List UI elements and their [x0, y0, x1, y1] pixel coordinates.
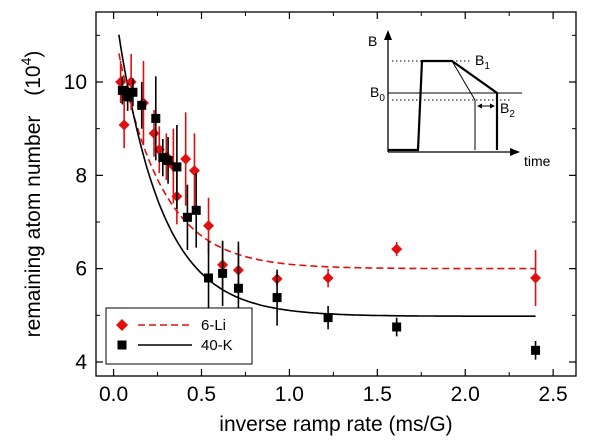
data-point	[233, 283, 243, 293]
data-point	[158, 153, 168, 163]
data-point	[118, 119, 130, 131]
data-point	[148, 127, 160, 139]
fit-curve-6-Li	[118, 53, 536, 270]
data-point	[188, 165, 200, 177]
data-point	[392, 322, 402, 332]
x-tick-label: 0.0	[99, 383, 128, 406]
axis-ticks	[96, 12, 576, 376]
data-point	[182, 212, 192, 222]
data-point	[128, 87, 138, 97]
data-point	[180, 153, 192, 165]
inset-x-arrow	[510, 148, 520, 156]
inset-ramp-arrow-right	[490, 103, 495, 109]
y-axis-label: remaining atom number (104)	[18, 51, 45, 338]
y-tick-label: 10	[64, 71, 87, 94]
x-tick-label: 0.5	[187, 383, 216, 406]
inset-b2-label: B2	[500, 100, 515, 120]
data-point	[322, 272, 334, 284]
x-tick-labels: 0.0 0.5 1.0 1.5 2.0 2.5	[99, 383, 568, 406]
x-axis-label: inverse ramp rate (ms/G)	[219, 413, 452, 436]
y-axis-unit-exp: 4	[18, 57, 34, 65]
inset-ramp-short	[451, 60, 476, 150]
x-tick-label: 1.5	[363, 383, 392, 406]
y-axis-unit-close: )	[22, 51, 45, 58]
data-point	[272, 293, 282, 303]
inset-schematic: B time B1 B0 B2	[368, 24, 564, 174]
data-point	[530, 272, 542, 284]
data-point	[203, 220, 215, 232]
data-point	[204, 273, 214, 283]
data-series	[115, 54, 542, 360]
data-point	[117, 85, 127, 95]
inset-y-arrow	[384, 30, 392, 40]
plot-frame	[95, 11, 577, 377]
y-axis-label-text: remaining atom number	[22, 116, 45, 338]
y-tick-label: 8	[75, 164, 87, 187]
inset-b0-sub: 0	[379, 93, 385, 104]
x-tick-label: 2.0	[451, 383, 480, 406]
inset-ramp-arrow-left	[477, 103, 482, 109]
data-point	[115, 76, 127, 88]
data-point	[531, 345, 541, 355]
inset-b2-sub: 2	[509, 109, 515, 120]
data-point	[163, 155, 173, 165]
inset-y-label: B	[368, 33, 377, 49]
inset-b0-letter: B	[370, 84, 379, 100]
data-point	[191, 205, 201, 215]
y-tick-labels: 4 6 8 10	[64, 71, 88, 374]
inset-b2-letter: B	[500, 100, 509, 116]
inset-b1-label: B1	[475, 52, 490, 72]
x-tick-label: 1.0	[275, 383, 304, 406]
legend-box	[105, 307, 253, 365]
y-tick-label: 6	[75, 258, 87, 281]
data-point	[391, 243, 403, 255]
data-point	[151, 113, 161, 123]
inset-b0-label: B0	[370, 84, 385, 104]
data-point	[123, 92, 133, 102]
data-point	[323, 313, 333, 323]
y-tick-label: 4	[75, 351, 87, 374]
legend-marker-k	[117, 340, 127, 350]
legend-label-k: 40-K	[201, 337, 233, 354]
x-tick-label: 2.5	[539, 383, 568, 406]
legend-label-li: 6-Li	[201, 317, 226, 334]
y-axis-unit-open: (10	[22, 65, 45, 95]
inset-b1-sub: 1	[484, 61, 490, 72]
legend-marker-li	[116, 319, 128, 331]
data-point	[218, 268, 228, 278]
inset-ramp-profile	[388, 59, 499, 152]
legend: 6-Li 40-K	[105, 307, 253, 365]
inset-x-label: time	[524, 153, 551, 169]
data-point	[137, 100, 147, 110]
inset-b1-letter: B	[475, 52, 484, 68]
data-point	[172, 162, 182, 172]
